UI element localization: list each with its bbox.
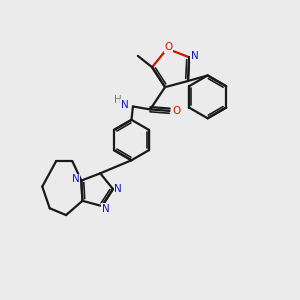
Text: methyl: methyl (136, 50, 140, 51)
Text: N: N (102, 204, 110, 214)
Text: N: N (191, 51, 199, 62)
Text: N: N (115, 184, 122, 194)
Text: O: O (164, 42, 173, 52)
Text: O: O (172, 106, 180, 116)
Text: N: N (72, 174, 80, 184)
Text: N: N (121, 100, 128, 110)
Text: H: H (114, 95, 122, 105)
